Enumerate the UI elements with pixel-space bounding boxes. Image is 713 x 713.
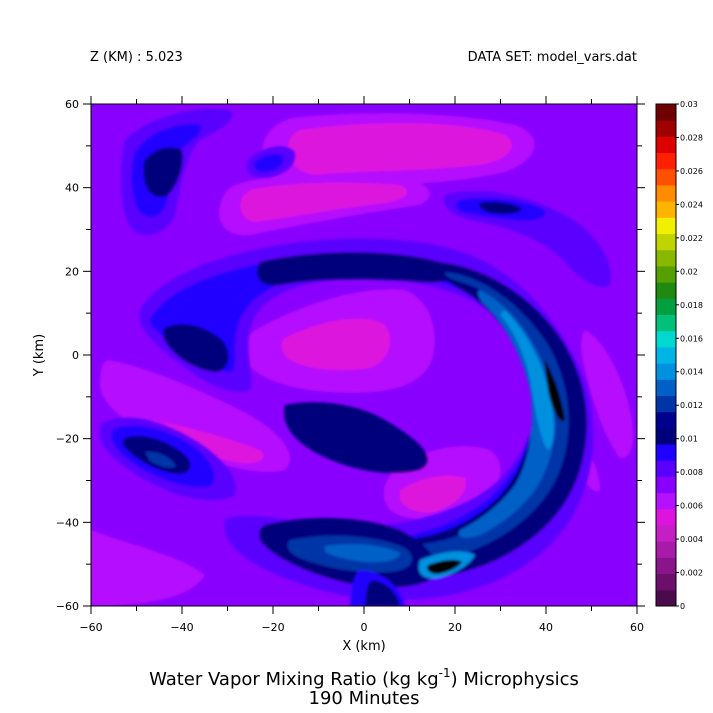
x-tick-label: 60 [630,621,644,634]
contour-region [325,544,400,563]
contour-region [365,580,400,606]
contour-region [400,475,466,513]
colorbar-tick-label: 0.012 [680,401,703,410]
colorbar-swatch [656,120,676,137]
y-tick-label: 0 [72,349,79,362]
contour-region [163,324,229,372]
colorbar-swatch [656,217,676,235]
colorbar-tick-label: 0.016 [680,334,703,343]
contour-region [254,154,284,172]
colorbar-tick-label: 0.008 [680,468,703,477]
colorbar-swatch [656,298,676,316]
colorbar-swatch [656,136,676,154]
colorbar-swatch [656,589,676,607]
colorbar-swatch [656,411,676,429]
y-tick-label: 60 [65,98,79,111]
colorbar-swatch [656,460,676,477]
colorbar-swatch [656,573,676,591]
colorbar-swatch [656,508,676,526]
colorbar-swatch [656,233,676,251]
colorbar-swatch [656,476,676,494]
y-tick-label: 20 [65,265,79,278]
colorbar-tick-label: 0.018 [680,301,703,310]
colorbar-swatch [656,201,676,218]
colorbar-swatch [656,525,676,542]
y-tick-label: 40 [65,182,79,195]
x-tick-label: −20 [261,621,284,634]
colorbar-swatch [656,265,676,283]
y-axis-title: Y (km) [32,334,47,377]
contour-region [91,530,205,606]
colorbar-swatch [656,492,676,510]
axes: −60 −40 −20 0 20 40 60 −60 −40 −20 0 20 40 60 [56,96,645,634]
colorbar-swatch [656,346,676,364]
contour-region [581,330,634,459]
z-level-label: Z (KM) : 5.023 [90,50,183,65]
contour-region [143,147,183,197]
colorbar-tick-label: 0.026 [680,167,703,176]
colorbar-tick-label: 0.03 [680,100,698,109]
chart-title: Water Vapor Mixing Ratio (kg kg-1) Micro… [149,666,579,690]
colorbar-swatch [656,282,676,299]
colorbar-tick-label: 0.01 [680,435,698,444]
y-tick-label: −40 [56,516,79,529]
contour-region [145,451,176,468]
colorbar-swatch [656,152,676,170]
colorbar-swatch [656,168,676,186]
chart-title-rest: ) Microphysics [451,669,579,690]
chart-title-superscript: -1 [439,666,451,680]
x-tick-label: −40 [170,621,193,634]
contour-region [288,123,512,175]
x-tick-label: −60 [79,621,102,634]
colorbar-tick-label: 0.014 [680,368,703,377]
x-tick-label: 0 [361,621,368,634]
contour-region [240,182,408,222]
colorbar-tick-label: 0.022 [680,234,703,243]
y-tick-label: −60 [56,600,79,613]
colorbar-tick-label: 0.004 [680,535,703,544]
contour-region [500,310,554,450]
x-tick-label: 40 [539,621,553,634]
contour-region [479,201,522,214]
x-tick-label: 20 [448,621,462,634]
colorbar-tick-label: 0 [680,602,685,611]
colorbar-frame [655,103,677,607]
mixing-ratio-field [91,108,634,606]
colorbar-swatch [656,184,676,202]
colorbar-swatch [656,557,676,575]
colorbar-tick-label: 0.024 [680,200,703,209]
dataset-label: DATA SET: model_vars.dat [468,50,637,65]
colorbar-swatch [656,379,676,396]
contour-region [544,360,565,421]
colorbar-swatch [656,444,676,461]
colorbar-tick-label: 0.002 [680,569,703,578]
colorbar-tick-label: 0.02 [680,267,698,276]
x-axis-title: X (km) [342,639,385,654]
colorbar-swatch [656,541,676,558]
colorbar-swatch [656,249,676,267]
contour-region [149,254,567,581]
contour-region [257,252,457,286]
colorbar-swatch [656,427,676,445]
colorbar-swatch [656,104,676,121]
chart-subtitle: 190 Minutes [309,688,420,709]
colorbar-swatch [656,395,676,413]
colorbar-tick-label: 0.006 [680,502,703,511]
contour-region [427,559,462,574]
colorbar-swatch [656,314,676,332]
colorbar: 0 0.002 0.004 0.006 0.008 0.01 0.012 0.014 0.016… [655,100,703,611]
contour-region [284,402,428,474]
chart-title-main: Water Vapor Mixing Ratio (kg kg [149,669,439,690]
y-tick-label: −20 [56,433,79,446]
contour-region [281,318,390,371]
colorbar-swatch [656,363,676,380]
colorbar-tick-label: 0.028 [680,133,703,142]
colorbar-swatch [656,330,676,348]
